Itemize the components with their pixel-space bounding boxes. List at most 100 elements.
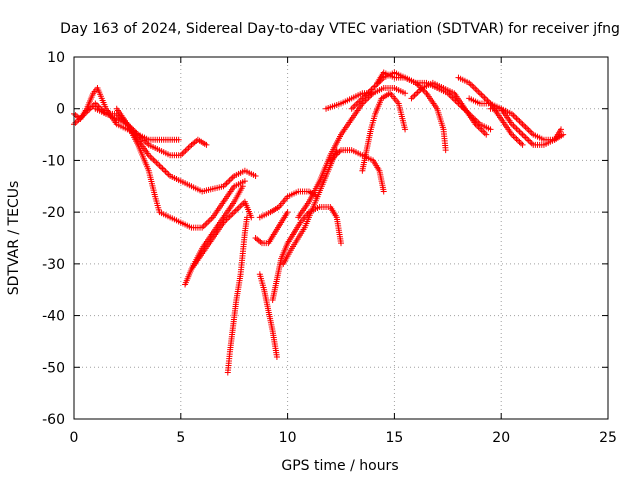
data-point xyxy=(519,131,526,138)
y-tick-label: -10 xyxy=(42,153,65,169)
data-point xyxy=(185,144,192,151)
x-tick-label: 5 xyxy=(176,430,185,446)
data-point xyxy=(234,206,241,213)
series-arc-3 xyxy=(92,105,259,195)
data-point xyxy=(284,209,291,216)
data-point xyxy=(558,126,565,133)
data-point xyxy=(476,90,483,97)
data-point xyxy=(200,223,207,230)
data-point xyxy=(182,147,189,154)
data-point xyxy=(371,83,378,90)
data-point xyxy=(475,88,482,95)
data-point xyxy=(521,122,528,129)
data-point xyxy=(519,141,526,148)
data-point xyxy=(522,124,529,131)
data-point xyxy=(522,134,529,141)
data-point xyxy=(252,172,259,179)
data-point xyxy=(244,214,251,221)
data-point xyxy=(402,126,409,133)
series-arc-23 xyxy=(487,105,565,148)
data-point xyxy=(414,89,421,96)
data-point xyxy=(518,119,525,126)
data-point xyxy=(148,155,155,162)
y-tick-label: -60 xyxy=(42,412,65,428)
data-point xyxy=(183,146,190,153)
data-point xyxy=(154,161,161,168)
data-point xyxy=(202,221,209,228)
data-point xyxy=(510,133,517,140)
series-arc-16 xyxy=(323,85,409,112)
plot-frame xyxy=(73,56,609,420)
data-point xyxy=(205,218,212,225)
data-point xyxy=(203,220,210,227)
data-point xyxy=(72,119,79,126)
series-arc-14 xyxy=(327,147,387,195)
data-point xyxy=(410,93,417,100)
grid xyxy=(74,57,608,419)
series-arc-10 xyxy=(269,203,344,304)
data-point xyxy=(516,128,523,135)
data-point xyxy=(237,203,244,210)
data-point xyxy=(157,164,164,171)
data-point xyxy=(472,85,479,92)
data-point xyxy=(469,82,476,89)
data-point xyxy=(150,156,157,163)
data-point xyxy=(226,177,233,184)
data-point xyxy=(527,128,534,135)
y-tick-labels: -60 -50 -40 -30 -20 -10 0 10 xyxy=(42,50,65,428)
data-point xyxy=(525,127,532,134)
x-tick-labels: 0 5 10 15 20 25 xyxy=(70,430,617,446)
data-point xyxy=(525,137,532,144)
data-point xyxy=(528,140,535,147)
data-point xyxy=(524,125,531,132)
data-point xyxy=(447,93,454,100)
series-arc-20 xyxy=(434,85,494,133)
data-point xyxy=(411,92,418,99)
data-point xyxy=(92,100,99,107)
data-point xyxy=(481,94,488,101)
y-axis-title: SDTVAR / TECUs xyxy=(6,181,22,296)
data-point xyxy=(514,137,521,144)
data-point xyxy=(164,169,171,176)
data-point xyxy=(273,353,280,360)
data-point xyxy=(231,209,238,216)
series-arc-4 xyxy=(113,105,248,231)
data-point xyxy=(368,86,375,93)
data-point xyxy=(560,131,567,138)
chart-title: Day 163 of 2024, Sidereal Day-to-day VTE… xyxy=(60,21,620,37)
data-point xyxy=(524,136,531,143)
data-point xyxy=(516,138,523,145)
data-point xyxy=(93,102,100,109)
data-point xyxy=(229,210,236,217)
data-point xyxy=(518,140,525,147)
data-point xyxy=(228,212,235,219)
data-point xyxy=(521,133,528,140)
data-point xyxy=(513,115,520,122)
y-tick-label: -40 xyxy=(42,309,65,325)
data-point xyxy=(225,178,232,185)
data-point xyxy=(159,165,166,172)
y-tick-label: -50 xyxy=(42,360,65,376)
data-point xyxy=(511,113,518,120)
data-point xyxy=(483,131,490,138)
data-layer xyxy=(71,69,567,376)
data-point xyxy=(241,178,248,185)
y-tick-label: 10 xyxy=(47,50,65,66)
x-tick-label: 25 xyxy=(599,430,617,446)
data-point xyxy=(470,84,477,91)
series-arc-7 xyxy=(224,214,251,376)
series-arc-9 xyxy=(252,209,291,247)
data-point xyxy=(147,153,154,160)
data-point xyxy=(514,116,521,123)
data-point xyxy=(480,128,487,135)
data-point xyxy=(238,201,245,208)
y-tick-label: 0 xyxy=(56,102,65,118)
data-point xyxy=(513,136,520,143)
data-point xyxy=(203,141,210,148)
tick-marks xyxy=(73,56,609,420)
y-tick-label: -30 xyxy=(42,257,65,273)
data-point xyxy=(408,95,415,102)
series-arc-8 xyxy=(256,271,280,360)
data-point xyxy=(479,93,486,100)
